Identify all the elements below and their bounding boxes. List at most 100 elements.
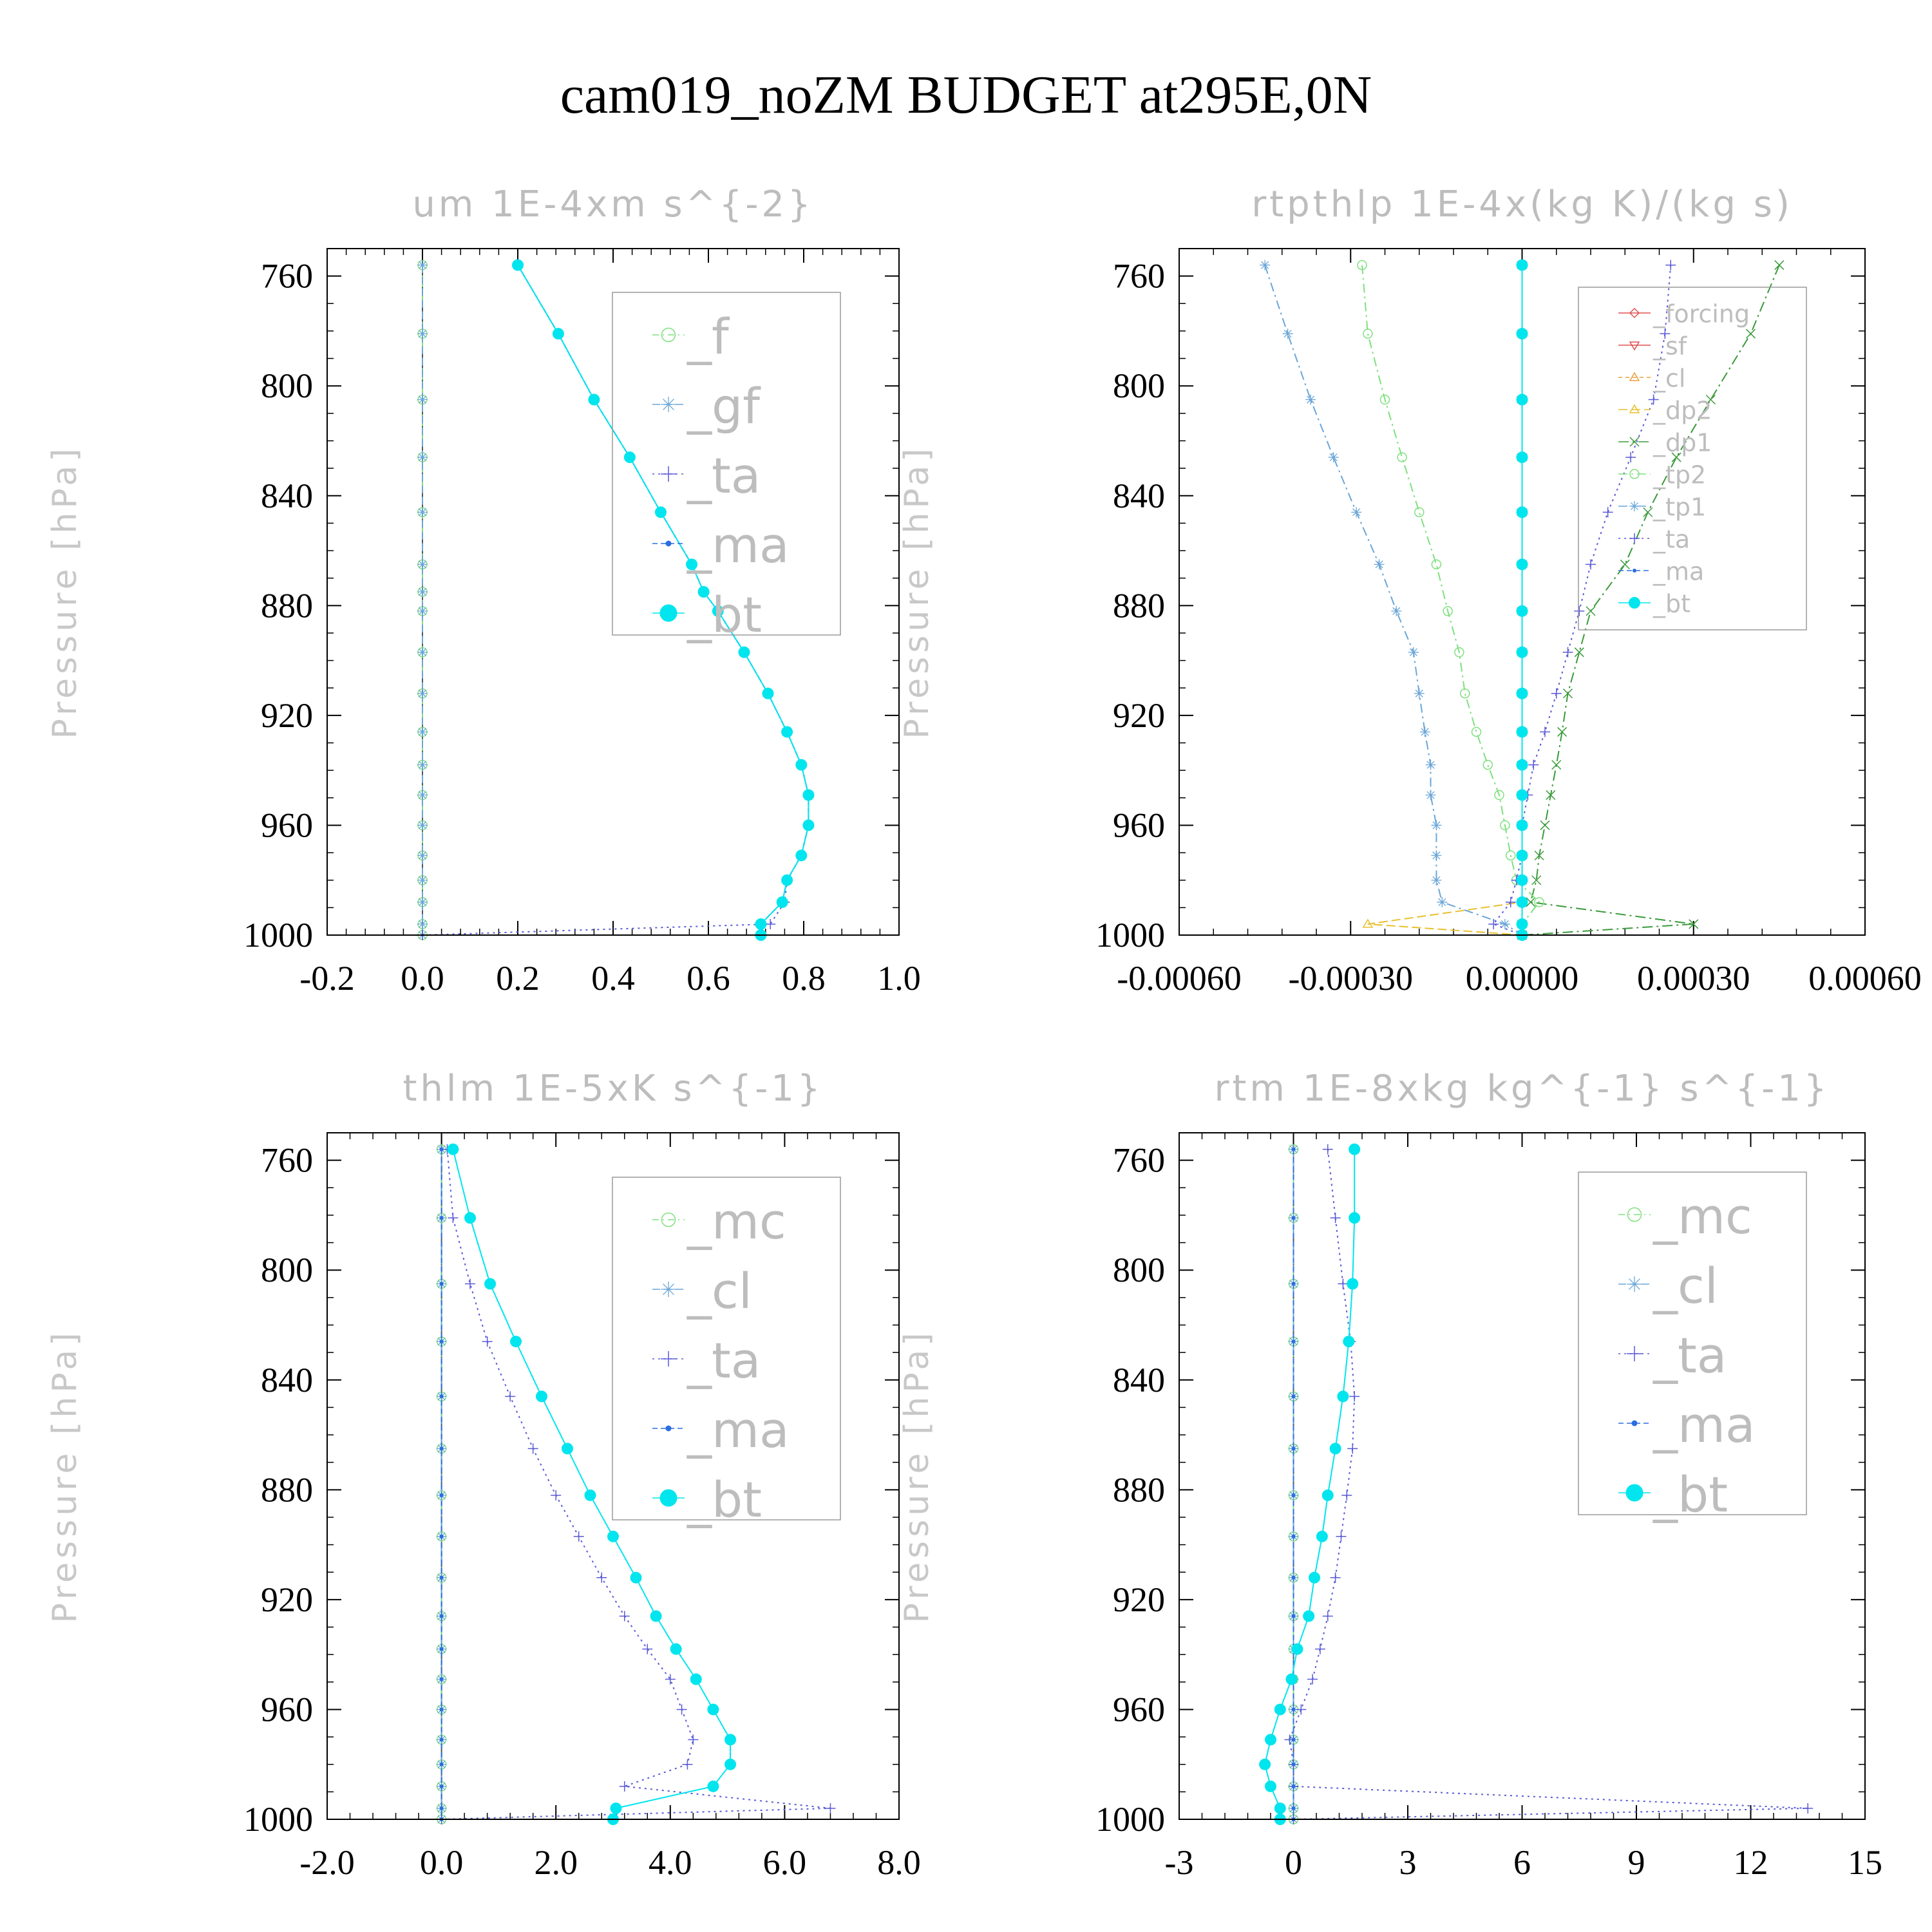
series-line: [1522, 265, 1780, 936]
series-bt: [1516, 259, 1528, 941]
data-point: [724, 1758, 737, 1770]
legend-entry: _ta: [652, 447, 761, 504]
y-tick-label: 840: [1113, 1361, 1165, 1399]
data-point: [697, 586, 710, 598]
data-point: [1425, 759, 1436, 770]
legend-box: [1578, 1171, 1807, 1515]
data-point: [1349, 1143, 1361, 1155]
data-point: [1526, 897, 1536, 907]
x-tick-label: 15: [1848, 1843, 1882, 1882]
data-point: [1562, 647, 1573, 658]
legend-marker: [1629, 307, 1640, 319]
data-point: [439, 1147, 444, 1151]
data-point: [1516, 849, 1528, 862]
data-point: [439, 1493, 444, 1497]
data-point: [447, 1143, 459, 1155]
panel-rtpthlp: rtpthlp 1E-4x(kg K)/(kg s) Pressure [hPa]…: [898, 184, 1922, 998]
data-point: [1347, 1278, 1359, 1290]
legend-label: _ma: [687, 516, 790, 574]
y-tick-label: 800: [261, 366, 313, 405]
data-point: [417, 394, 428, 405]
data-point: [712, 605, 724, 617]
data-point: [1291, 1534, 1296, 1539]
data-point: [417, 605, 428, 616]
data-point: [439, 1614, 444, 1618]
series-line: [441, 1149, 831, 1820]
series-dp2: [1362, 260, 1528, 939]
y-tick-label: 880: [261, 586, 313, 625]
data-point: [417, 820, 428, 831]
data-point: [1437, 896, 1448, 907]
series-line: [1361, 265, 1540, 935]
data-point: [1516, 506, 1528, 518]
data-point: [1506, 850, 1516, 861]
data-point: [1516, 819, 1528, 831]
legend-entry: _ma: [652, 1401, 790, 1459]
data-point: [439, 1446, 444, 1451]
data-point: [623, 451, 636, 464]
data-point: [1291, 1738, 1296, 1742]
y-tick-label: 960: [1113, 1690, 1165, 1728]
data-point: [1357, 260, 1367, 270]
legend-entry: _tp1: [1618, 493, 1706, 521]
y-tick-label: 960: [261, 806, 313, 844]
data-point: [1516, 687, 1528, 699]
data-point: [1531, 875, 1542, 886]
ticks: -0.00060 -0.00030 0.00000 0.00030 0.00060 760…: [1095, 248, 1922, 998]
plot-frame: [327, 248, 900, 936]
legend-label: _cl: [1653, 364, 1685, 392]
data-point: [1540, 726, 1550, 737]
data-point: [1488, 918, 1499, 929]
legend: _forcing _sf _cl _dp2 _dp1 _tp2 _tp1 _ta _ma _bt: [1578, 287, 1807, 630]
x-tick-label: -2.0: [299, 1843, 354, 1882]
data-point: [781, 874, 793, 886]
y-tick-label: 960: [1113, 806, 1165, 844]
x-tick-label: -0.00030: [1289, 959, 1413, 998]
data-point: [439, 1677, 444, 1681]
legend-marker: [1629, 341, 1640, 351]
data-point: [1516, 918, 1528, 930]
data-point: [1349, 1212, 1361, 1224]
data-point: [1586, 606, 1596, 616]
data-point: [1314, 1643, 1325, 1654]
ticks: -0.2 0.0 0.2 0.4 0.6 0.8 1.0 760 800 840 880 920 960…: [243, 248, 921, 998]
data-point: [439, 1216, 444, 1220]
y-tick-label: 880: [261, 1470, 313, 1509]
legend-marker: [1627, 1276, 1642, 1292]
legend-label: _cl: [687, 1262, 752, 1320]
data-point: [688, 1734, 699, 1745]
data-point: [1337, 1390, 1349, 1403]
legend-entry: _ma: [1618, 557, 1704, 585]
y-tick-label: 800: [1113, 1251, 1165, 1289]
data-point: [439, 1394, 444, 1399]
data-point: [417, 759, 428, 770]
data-point: [1303, 1610, 1315, 1622]
data-point: [417, 688, 428, 699]
data-point: [670, 1643, 682, 1655]
legend-label: _ta: [687, 1332, 761, 1389]
legend-label: _forcing: [1653, 299, 1750, 328]
legend-marker: [1629, 437, 1640, 447]
data-point: [776, 896, 788, 908]
data-point: [1528, 759, 1539, 770]
x-tick-label: -0.00060: [1117, 959, 1241, 998]
series-gf: [417, 260, 428, 940]
legend-label: _f: [687, 308, 730, 365]
data-point: [642, 1643, 653, 1654]
y-tick-label: 960: [261, 1690, 313, 1728]
x-tick-label: 0.6: [687, 959, 730, 998]
data-point: [762, 687, 774, 699]
data-point: [665, 1674, 676, 1685]
data-point: [1330, 1213, 1341, 1224]
legend-entry: _ta: [1618, 1327, 1727, 1384]
data-point: [1500, 820, 1510, 831]
legend-entry: _dp2: [1618, 396, 1712, 424]
legend-box: [612, 292, 841, 636]
data-point: [505, 1391, 516, 1402]
y-axis-label: Pressure [hPa]: [898, 1329, 936, 1624]
data-point: [707, 1780, 719, 1792]
legend-label: _ta: [687, 447, 761, 504]
y-tick-label: 760: [261, 1141, 313, 1180]
data-point: [448, 1213, 459, 1224]
y-tick-label: 880: [1113, 586, 1165, 625]
